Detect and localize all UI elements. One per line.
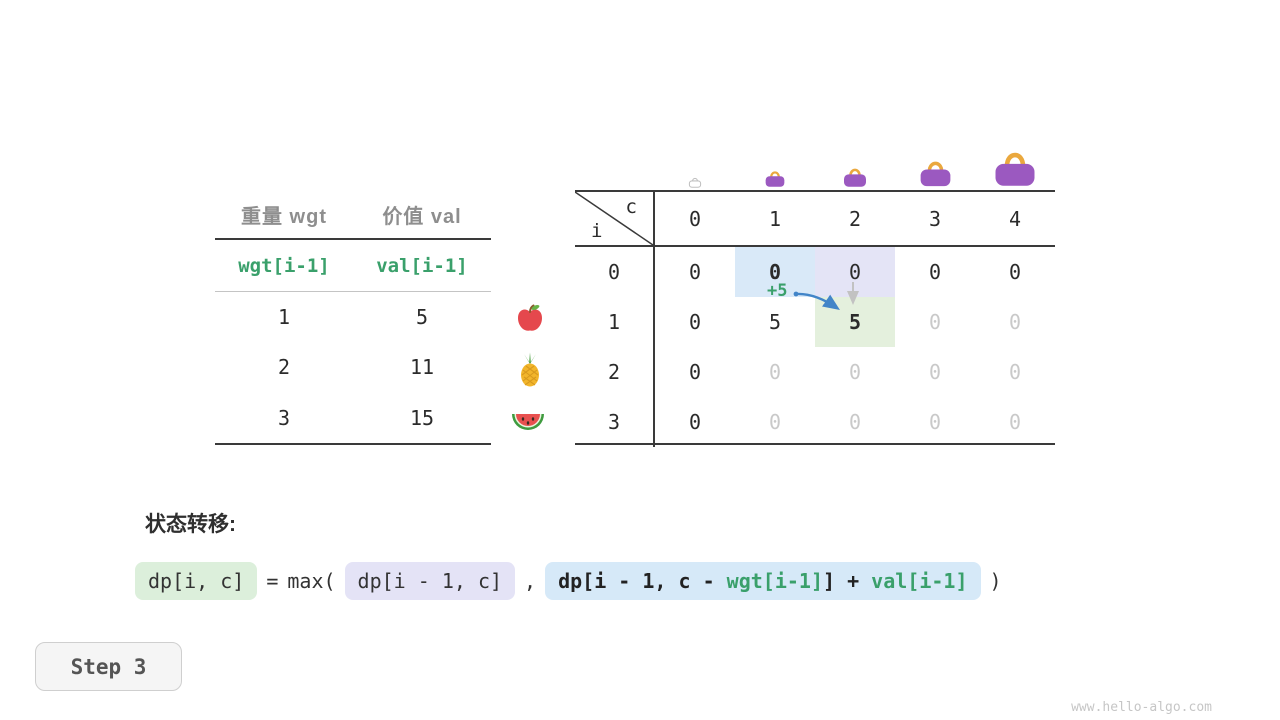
item-wgt-value: 1 bbox=[277, 305, 291, 330]
dp-row-label: 3 bbox=[575, 397, 655, 447]
transition-heading: 状态转移: bbox=[145, 513, 236, 536]
dp-cell: 0 bbox=[688, 360, 702, 384]
bag-icon-capacity-2 bbox=[815, 130, 895, 188]
corner-row-label: i bbox=[591, 220, 603, 242]
step-badge: Step 3 bbox=[35, 642, 182, 691]
formula-close-paren: ) bbox=[989, 569, 1002, 593]
formula-term2-wgt: wgt[i-1] bbox=[726, 569, 823, 593]
dp-row-0: 0 0 0 0 0 0 bbox=[575, 247, 1055, 297]
dp-cell: 0 bbox=[928, 260, 942, 284]
dp-cell-source-left: 0 bbox=[735, 247, 815, 297]
dp-cell: 0 bbox=[848, 410, 862, 434]
capacity-bags-strip bbox=[575, 130, 1055, 188]
item-wgt-value: 3 bbox=[277, 405, 291, 430]
item-row-watermelon: 3 15 bbox=[215, 393, 491, 443]
corner-col-label: c bbox=[625, 196, 637, 218]
bag-icon-capacity-0 bbox=[655, 130, 735, 188]
item-table-formula-row: wgt[i-1] val[i-1] bbox=[215, 240, 491, 292]
item-val-value: 5 bbox=[415, 305, 429, 330]
watermark: www.hello-algo.com bbox=[1071, 700, 1212, 715]
item-val-value: 11 bbox=[409, 355, 435, 380]
dp-cell-source-above: 0 bbox=[815, 247, 895, 297]
dp-row-2: 2 0 0 0 0 0 bbox=[575, 347, 1055, 397]
plus-five-annotation: +5 bbox=[767, 281, 788, 301]
pineapple-icon bbox=[512, 352, 548, 388]
dp-col-header: 0 bbox=[688, 206, 702, 231]
dp-cell: 0 bbox=[688, 310, 702, 334]
transition-formula: dp[i, c] = max( dp[i - 1, c] , dp[i - 1,… bbox=[135, 560, 1002, 602]
dp-cell: 0 bbox=[928, 360, 942, 384]
dp-col-header: 1 bbox=[768, 206, 782, 231]
dp-cell: 0 bbox=[1008, 360, 1022, 384]
item-table: 重量 wgt 价值 val wgt[i-1] val[i-1] 1 5 2 11… bbox=[215, 190, 491, 445]
dp-table: c i 0 1 2 3 4 0 0 0 0 0 0 1 0 5 5 0 0 2 bbox=[575, 190, 1055, 447]
dp-cell: 5 bbox=[768, 310, 782, 334]
formula-term2-chip: dp[i - 1, c - wgt[i-1]] + val[i-1] bbox=[545, 562, 981, 600]
formula-equals: = bbox=[266, 569, 279, 593]
formula-max-open: max( bbox=[287, 569, 336, 593]
dp-cell: 0 bbox=[688, 410, 702, 434]
dp-corner-cell: c i bbox=[575, 192, 655, 245]
dp-cell: 0 bbox=[1008, 260, 1022, 284]
formula-term2-part2: ] + bbox=[823, 569, 872, 593]
item-table-header-wgt: 重量 wgt bbox=[241, 205, 327, 228]
apple-icon bbox=[512, 300, 548, 336]
dp-cell: 0 bbox=[688, 260, 702, 284]
dp-cell: 0 bbox=[1008, 410, 1022, 434]
item-row-apple: 1 5 bbox=[215, 292, 491, 342]
bag-icon-capacity-1 bbox=[735, 130, 815, 188]
wgt-formula-label: wgt[i-1] bbox=[238, 254, 330, 277]
dp-row-3: 3 0 0 0 0 0 bbox=[575, 397, 1055, 447]
dp-cell: 0 bbox=[928, 410, 942, 434]
dp-row-1: 1 0 5 5 0 0 bbox=[575, 297, 1055, 347]
item-table-header-val: 价值 val bbox=[382, 205, 462, 228]
watermelon-icon bbox=[510, 404, 546, 440]
formula-lhs-chip: dp[i, c] bbox=[135, 562, 258, 600]
dp-row-label: 2 bbox=[575, 347, 655, 397]
dp-cell: 0 bbox=[768, 360, 782, 384]
dp-table-header-row: c i 0 1 2 3 4 bbox=[575, 192, 1055, 247]
dp-row-label: 0 bbox=[575, 247, 655, 297]
dp-cell-current: 5 bbox=[815, 297, 895, 347]
dp-cell: 0 bbox=[768, 410, 782, 434]
dp-col-header: 3 bbox=[928, 206, 942, 231]
item-row-pineapple: 2 11 bbox=[215, 342, 491, 392]
dp-cell: 0 bbox=[848, 360, 862, 384]
formula-comma: , bbox=[524, 569, 537, 593]
dp-col-header: 2 bbox=[848, 206, 862, 231]
item-wgt-value: 2 bbox=[277, 355, 291, 380]
val-formula-label: val[i-1] bbox=[376, 254, 468, 277]
item-val-value: 15 bbox=[409, 405, 435, 430]
formula-term2-val: val[i-1] bbox=[871, 569, 968, 593]
dp-col-header: 4 bbox=[1008, 206, 1022, 231]
dp-cell: 0 bbox=[928, 310, 942, 334]
dp-cell: 0 bbox=[1008, 310, 1022, 334]
bag-icon-capacity-3 bbox=[895, 130, 975, 188]
bag-icon-capacity-4 bbox=[975, 130, 1055, 188]
item-table-header-row: 重量 wgt 价值 val bbox=[215, 190, 491, 240]
dp-row-label: 1 bbox=[575, 297, 655, 347]
formula-term1-chip: dp[i - 1, c] bbox=[344, 562, 516, 600]
formula-term2-part1: dp[i - 1, c - bbox=[558, 569, 727, 593]
